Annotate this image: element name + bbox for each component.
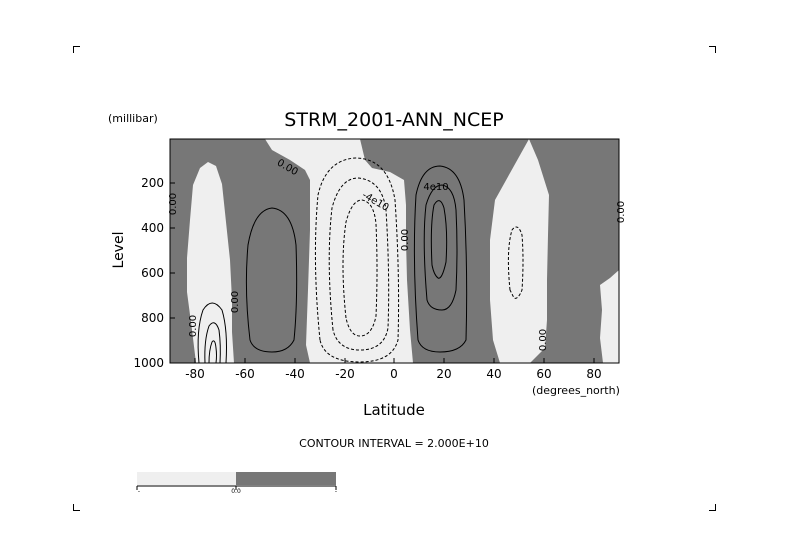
colorbar-positive-swatch: [236, 472, 336, 485]
contour-line-pos-antarctic-2: [204, 322, 221, 364]
negative-region-southern: [187, 162, 234, 363]
contour-interval-text: CONTOUR INTERVAL = 2.000E+10: [299, 437, 489, 450]
colorbar-negative-swatch: [137, 472, 236, 485]
contour-line-pos-antarctic-1: [197, 302, 227, 364]
contour-line-neg-4: [328, 177, 390, 351]
x-tick-label: -40: [285, 367, 305, 381]
y-tick-label: 800: [141, 311, 164, 325]
y-tick-label: 200: [141, 176, 164, 190]
contour-line-pos-antarctic-3: [208, 340, 217, 364]
plot-area: 0.00 0.00 0.00 0.00 0.00 0.00 0.00 -4e10…: [168, 138, 627, 364]
contour-label: 0.00: [168, 193, 179, 215]
contour-label: 4e10: [423, 182, 448, 193]
crop-marks: [73, 46, 716, 511]
x-tick-labels: -80 -60 -40 -20 0 20 40 60 80: [185, 367, 601, 381]
colorbar-label: 0.0: [231, 488, 241, 495]
y-tick-label: 600: [141, 266, 164, 280]
crop-mark-bl: [73, 504, 80, 511]
y-axis-label: Level: [111, 232, 127, 269]
colorbar: - 0.0 -: [136, 472, 337, 495]
contour-labels: 0.00 0.00 0.00 0.00 0.00 0.00 0.00 -4e10…: [168, 158, 627, 352]
colorbar-label: -: [138, 488, 140, 495]
x-tick-label: 40: [486, 367, 501, 381]
contour-line-neg-2: [314, 157, 400, 363]
contour-line-pos-south: [245, 207, 298, 353]
x-tick-label: 0: [390, 367, 398, 381]
x-axis-label: Latitude: [363, 401, 425, 419]
negative-region-polar: [600, 139, 619, 363]
contour-label: 0.00: [230, 291, 241, 313]
y-tick-label: 400: [141, 221, 164, 235]
crop-mark-br: [709, 504, 716, 511]
x-tick-label: -80: [185, 367, 205, 381]
contour-line-pos-2: [413, 165, 468, 353]
crop-mark-tl: [73, 46, 80, 53]
y-tick-label: 1000: [133, 356, 164, 370]
x-tick-label: -20: [335, 367, 355, 381]
x-tick-label: 20: [436, 367, 451, 381]
tick-marks: [170, 182, 595, 364]
contour-label: 0.00: [616, 201, 627, 223]
contour-line-pos-4: [423, 184, 458, 311]
contour-label: 0.00: [400, 229, 411, 251]
contour-line-neg-north: [507, 226, 524, 299]
negative-region-northern: [490, 139, 549, 363]
x-tick-label: -60: [235, 367, 255, 381]
contour-label: 0.00: [188, 315, 199, 337]
contour-lines: [197, 157, 524, 364]
x-tick-label: 80: [586, 367, 601, 381]
y-tick-labels: 200 400 600 800 1000: [133, 176, 164, 370]
crop-mark-tr: [709, 46, 716, 53]
contour-label: 0.00: [538, 329, 549, 351]
colorbar-label: -: [335, 488, 337, 495]
x-tick-label: 60: [536, 367, 551, 381]
contour-line-pos-6: [430, 200, 448, 279]
chart-title: STRM_2001-ANN_NCEP: [284, 109, 503, 131]
y-units-label: (millibar): [108, 112, 158, 125]
x-units-label: (degrees_north): [532, 384, 620, 397]
